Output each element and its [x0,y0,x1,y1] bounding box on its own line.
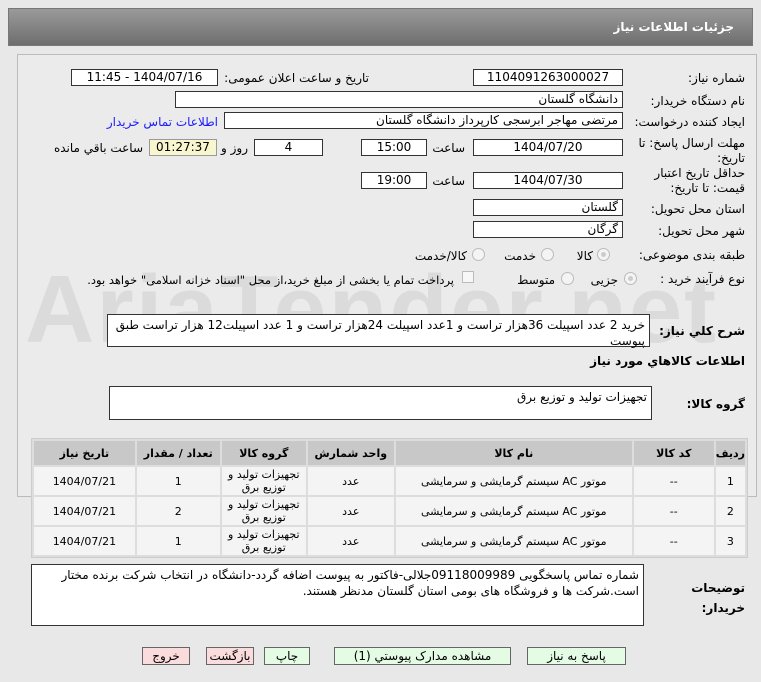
province-label: استان محل تحویل: [650,202,745,216]
cell-row-number: 2 [715,497,745,525]
deadline-time-label: ساعت [432,141,465,155]
validity-date-field: 1404/07/30 [473,172,623,189]
days-label: روز و [221,141,248,155]
table-row: 2 -- موتور AC سیستم گرمایشی و سرمایشی عدد تج… [34,497,745,525]
cell-row-number: 1 [715,467,745,495]
cell-quantity: 2 [136,497,220,525]
reply-button[interactable]: پاسخ به نیاز [527,647,626,665]
validity-time-field: 19:00 [361,172,427,189]
need-number-field: 1104091263000027 [473,69,623,86]
remaining-label: ساعت باقي مانده [53,141,143,155]
cell-need-date: 1404/07/21 [34,467,135,495]
view-attachments-button[interactable]: مشاهده مدارک پیوستي (1) [334,647,511,665]
col-unit: واحد شمارش [307,441,394,465]
table-row: 3 -- موتور AC سیستم گرمایشی و سرمایشی عدد تج… [34,527,745,555]
deadline-date-field: 1404/07/20 [473,139,623,156]
goods-info-title: اطلاعات کالاهاي مورد نياز [590,354,745,368]
cell-unit: عدد [307,527,394,555]
category-option-goods: کالا [576,249,593,263]
col-group: گروه کالا [221,441,306,465]
cell-quantity: 1 [136,467,220,495]
cell-item-name: موتور AC سیستم گرمایشی و سرمایشی [395,497,632,525]
payment-note: پرداخت تمام یا بخشی از مبلغ خرید،از محل … [87,273,454,287]
notes-textarea[interactable]: شماره تماس پاسخگویی 09118009989جلالی-فاک… [31,564,644,626]
exit-button[interactable]: خروج [142,647,190,665]
days-field: 4 [254,139,323,156]
process-option-minor: جزیی [590,273,618,287]
cell-item-name: موتور AC سیستم گرمایشی و سرمایشی [395,527,632,555]
notes-label: توضیحات خریدار: [691,581,745,615]
contact-info-link[interactable]: اطلاعات تماس خریدار [106,115,218,129]
cell-item-name: موتور AC سیستم گرمایشی و سرمایشی [395,467,632,495]
col-qty: تعداد / مقدار [136,441,220,465]
cell-item-group: تجهیزات تولید و توزیع برق [221,467,306,495]
cell-item-code: -- [633,467,714,495]
print-button[interactable]: چاپ [264,647,310,665]
cell-item-group: تجهیزات تولید و توزیع برق [221,497,306,525]
cell-unit: عدد [307,467,394,495]
cell-item-group: تجهیزات تولید و توزیع برق [221,527,306,555]
cell-unit: عدد [307,497,394,525]
goods-table: ردیف کد کالا نام کالا واحد شمارش گروه کا… [31,438,748,558]
creator-field: مرتضی مهاجر ابرسجی کارپرداز دانشگاه گلست… [224,112,623,129]
deadline-label: مهلت ارسال پاسخ: تا تاریخ: [638,136,745,165]
validity-time-label: ساعت [432,174,465,188]
category-option-both: کالا/خدمت [414,249,467,263]
category-option-service: خدمت [504,249,536,263]
validity-label: حداقل تاریخ اعتبار قیمت: تا تاریخ: [654,166,745,195]
description-textarea[interactable]: خرید 2 عدد اسپیلت 36هزار تراست و 1عدد اس… [107,314,650,348]
remaining-time-field: 01:27:37 [149,139,217,156]
deadline-time-field: 15:00 [361,139,427,156]
treasury-checkbox[interactable] [462,271,474,283]
city-field: گرگان [473,221,623,238]
page-header: جزئيات اطلاعات نیاز [8,8,753,46]
process-radio-medium[interactable] [561,272,574,285]
cell-row-number: 3 [715,527,745,555]
process-label: نوع فرآیند خرید : [660,272,745,286]
col-code: کد کالا [633,441,714,465]
page-title: جزئيات اطلاعات نیاز [613,20,734,34]
table-header-row: ردیف کد کالا نام کالا واحد شمارش گروه کا… [34,441,745,465]
cell-item-code: -- [633,527,714,555]
group-label: گروه کالا: [686,397,745,411]
creator-label: ایجاد کننده درخواست: [634,115,745,129]
description-label: شرح کلي نياز: [659,324,745,338]
col-row: ردیف [715,441,745,465]
cell-need-date: 1404/07/21 [34,527,135,555]
group-textarea[interactable]: تجهیزات تولید و توزیع برق [109,386,652,420]
buyer-org-field: دانشگاه گلستان [175,91,623,108]
col-date: تاریخ نیاز [34,441,135,465]
process-option-medium: متوسط [517,273,555,287]
announce-field: 1404/07/16 - 11:45 [71,69,218,86]
buyer-org-label: نام دستگاه خریدار: [650,94,746,108]
province-field: گلستان [473,199,623,216]
table-row: 1 -- موتور AC سیستم گرمایشی و سرمایشی عدد تج… [34,467,745,495]
city-label: شهر محل تحویل: [658,224,745,238]
category-radio-goods[interactable] [597,248,610,261]
category-radio-service[interactable] [541,248,554,261]
back-button[interactable]: بازگشت [206,647,254,665]
category-radio-both[interactable] [472,248,485,261]
process-radio-minor[interactable] [624,272,637,285]
col-name: نام کالا [395,441,632,465]
cell-item-code: -- [633,497,714,525]
announce-label: تاریخ و ساعت اعلان عمومی: [224,71,369,85]
cell-need-date: 1404/07/21 [34,497,135,525]
category-label: طبقه بندی موضوعی: [638,248,745,262]
cell-quantity: 1 [136,527,220,555]
need-number-label: شماره نیاز: [688,71,745,85]
